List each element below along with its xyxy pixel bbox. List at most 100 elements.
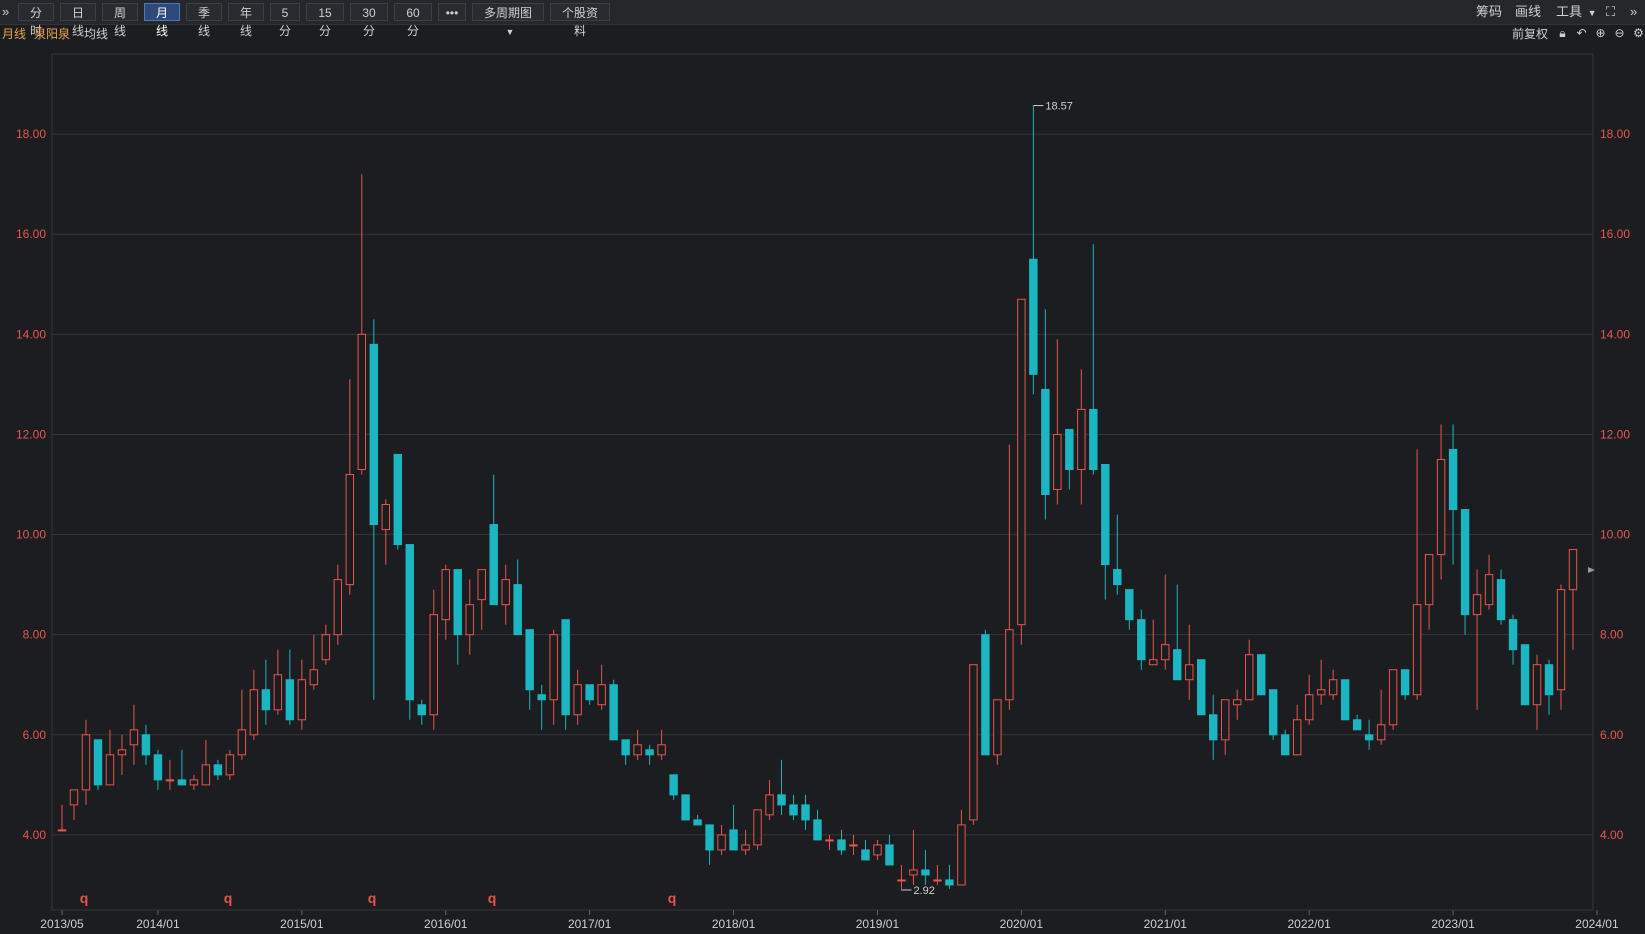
candle[interactable] bbox=[885, 834, 894, 866]
candle[interactable] bbox=[1376, 689, 1386, 745]
candle[interactable] bbox=[1496, 569, 1506, 625]
tab-30min[interactable]: 30分 bbox=[350, 3, 388, 38]
candle[interactable] bbox=[1568, 549, 1578, 650]
candle[interactable] bbox=[645, 744, 654, 765]
candle[interactable] bbox=[1472, 569, 1482, 710]
candle[interactable] bbox=[1089, 244, 1098, 475]
candle[interactable] bbox=[1209, 694, 1218, 760]
candle[interactable] bbox=[1173, 584, 1182, 681]
candle[interactable] bbox=[1328, 669, 1338, 700]
candle[interactable] bbox=[561, 619, 570, 730]
tab-60min[interactable]: 60分 bbox=[394, 3, 432, 38]
candle[interactable] bbox=[621, 739, 630, 765]
multi-period-dropdown[interactable]: 多周期图 ▼ bbox=[472, 3, 544, 37]
candle[interactable] bbox=[597, 664, 606, 710]
candle[interactable] bbox=[129, 704, 139, 765]
candle[interactable] bbox=[105, 729, 115, 786]
candle[interactable] bbox=[1185, 624, 1194, 700]
candle[interactable] bbox=[861, 839, 870, 861]
event-marker[interactable]: q bbox=[668, 890, 677, 906]
candle[interactable] bbox=[693, 814, 702, 826]
candle[interactable] bbox=[273, 649, 283, 715]
event-marker[interactable]: q bbox=[368, 890, 377, 906]
candle[interactable] bbox=[657, 729, 666, 760]
candle[interactable] bbox=[537, 684, 546, 730]
candle[interactable] bbox=[1448, 424, 1458, 565]
candle[interactable] bbox=[225, 749, 235, 780]
tab-monthly[interactable]: 月线 bbox=[144, 3, 180, 38]
candle[interactable] bbox=[477, 569, 486, 630]
candle[interactable] bbox=[777, 759, 786, 815]
candle[interactable] bbox=[873, 839, 882, 860]
candle[interactable] bbox=[141, 724, 151, 765]
candle[interactable] bbox=[933, 864, 942, 885]
candle[interactable] bbox=[1077, 369, 1086, 505]
candle[interactable] bbox=[261, 659, 271, 725]
candle[interactable] bbox=[189, 774, 199, 790]
candle[interactable] bbox=[345, 379, 355, 595]
candle[interactable] bbox=[1233, 689, 1242, 720]
candle[interactable] bbox=[513, 559, 522, 636]
candle[interactable] bbox=[1532, 654, 1542, 730]
tab-yearly[interactable]: 年线 bbox=[228, 3, 264, 38]
candle[interactable] bbox=[813, 809, 822, 841]
draw-line-button[interactable]: 画线 bbox=[1515, 4, 1542, 19]
candle[interactable] bbox=[753, 809, 762, 850]
candle[interactable] bbox=[297, 659, 307, 730]
candle[interactable] bbox=[1125, 589, 1134, 630]
candle[interactable] bbox=[333, 564, 343, 645]
candle[interactable] bbox=[1544, 659, 1554, 715]
candle[interactable] bbox=[1484, 554, 1494, 610]
candle[interactable] bbox=[93, 739, 103, 790]
candle[interactable] bbox=[549, 629, 558, 725]
candle[interactable] bbox=[201, 739, 211, 786]
candle[interactable] bbox=[1316, 659, 1326, 705]
candle[interactable] bbox=[429, 589, 438, 730]
candle[interactable] bbox=[741, 829, 750, 855]
tab-weekly[interactable]: 周线 bbox=[102, 3, 138, 38]
candle[interactable] bbox=[1460, 509, 1470, 635]
candle[interactable] bbox=[789, 794, 798, 820]
gear-icon[interactable]: ⚙ bbox=[1633, 26, 1644, 40]
zoom-out-icon[interactable]: ⊖ bbox=[1614, 26, 1625, 40]
tab-intraday[interactable]: 分时 bbox=[18, 3, 54, 38]
candle[interactable] bbox=[681, 794, 690, 821]
candle[interactable] bbox=[609, 679, 618, 741]
candle[interactable] bbox=[501, 564, 510, 625]
candle[interactable] bbox=[1041, 309, 1050, 520]
candle[interactable] bbox=[237, 689, 247, 760]
candle[interactable] bbox=[765, 779, 774, 820]
candle[interactable] bbox=[1400, 669, 1410, 700]
candle[interactable] bbox=[1161, 574, 1170, 670]
candle[interactable] bbox=[585, 684, 594, 705]
candle[interactable] bbox=[1149, 619, 1158, 666]
candle[interactable] bbox=[405, 544, 414, 720]
candle[interactable] bbox=[417, 699, 426, 725]
candle[interactable] bbox=[909, 829, 918, 885]
tab-quarterly[interactable]: 季线 bbox=[186, 3, 222, 38]
candle[interactable] bbox=[1292, 704, 1302, 756]
candle[interactable] bbox=[717, 824, 726, 855]
candle[interactable] bbox=[1388, 669, 1398, 730]
chip-distribution-button[interactable]: 筹码 bbox=[1476, 4, 1503, 19]
candle[interactable] bbox=[1005, 444, 1014, 710]
expand-right-icon[interactable]: » bbox=[1630, 4, 1638, 19]
candle[interactable] bbox=[921, 849, 930, 885]
candle[interactable] bbox=[525, 629, 534, 710]
tab-5min[interactable]: 5分 bbox=[270, 3, 300, 38]
candle[interactable] bbox=[1065, 428, 1074, 490]
candle[interactable] bbox=[1029, 105, 1038, 395]
candle[interactable] bbox=[1304, 674, 1314, 725]
candle[interactable] bbox=[1352, 714, 1362, 731]
candle[interactable] bbox=[393, 453, 402, 550]
candle[interactable] bbox=[573, 669, 582, 725]
candle[interactable] bbox=[849, 834, 858, 855]
candle[interactable] bbox=[177, 749, 187, 786]
candle[interactable] bbox=[1137, 609, 1146, 670]
candle[interactable] bbox=[1364, 719, 1374, 750]
candle[interactable] bbox=[945, 864, 954, 889]
candle[interactable] bbox=[81, 719, 91, 805]
tab-daily[interactable]: 日线 bbox=[60, 3, 96, 38]
candle[interactable] bbox=[69, 789, 79, 820]
candle[interactable] bbox=[957, 809, 966, 886]
